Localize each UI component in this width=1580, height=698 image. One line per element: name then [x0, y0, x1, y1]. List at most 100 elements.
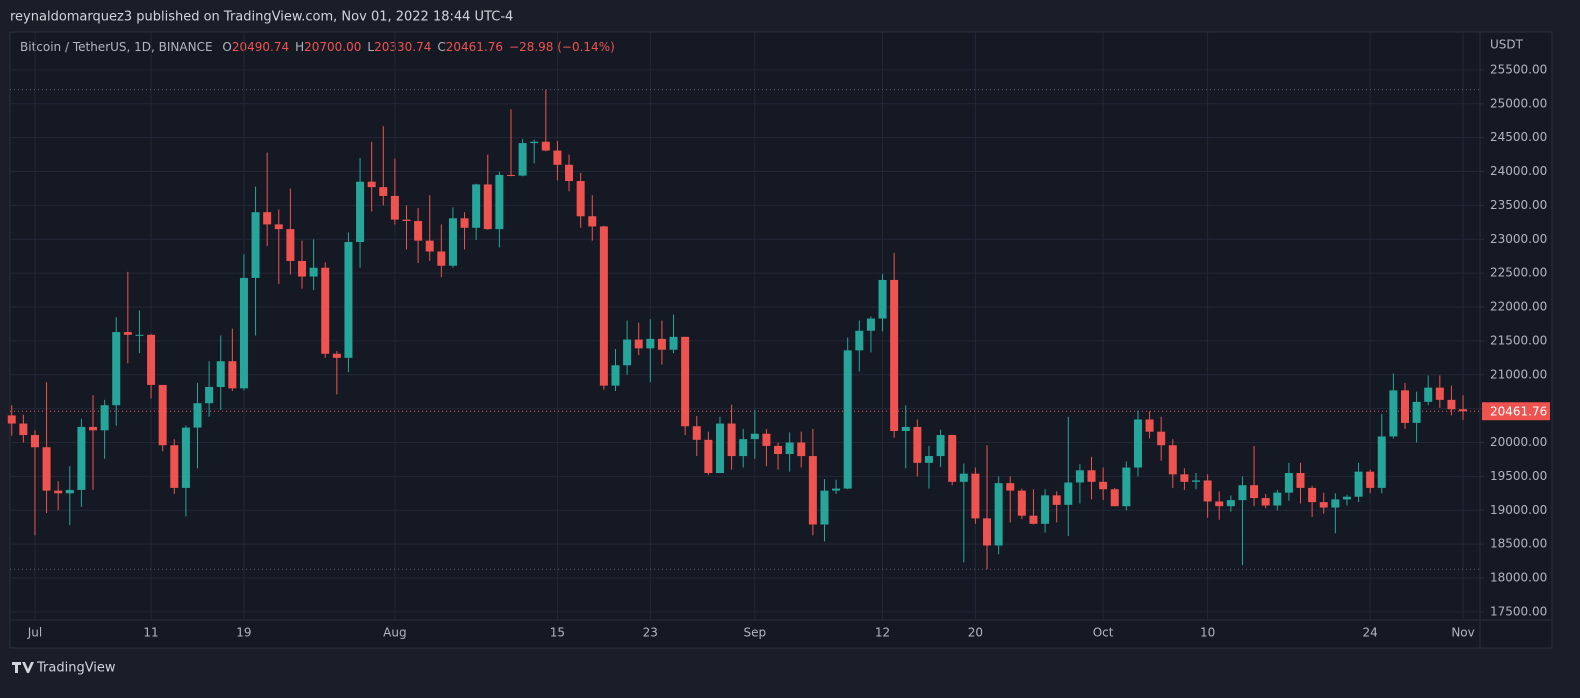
brand: TradingView: [36, 661, 116, 676]
candle-body: [414, 221, 423, 241]
x-tick-label: 10: [1200, 626, 1215, 640]
y-tick-label: 20000.00: [1490, 435, 1547, 449]
candle-body: [739, 439, 748, 457]
candle-body: [1133, 419, 1142, 468]
candle-body: [1052, 495, 1061, 505]
candle-body: [797, 442, 806, 457]
candle-body: [298, 260, 307, 277]
candle-body: [483, 184, 492, 230]
ohlc-value: 20700.00: [304, 40, 361, 54]
candle-body: [762, 433, 771, 446]
y-tick-label: 24500.00: [1490, 130, 1547, 144]
candle-body: [7, 415, 16, 424]
candle-body: [19, 423, 28, 436]
candle-body: [147, 334, 156, 385]
candle-body: [495, 174, 504, 230]
candle-body: [263, 212, 272, 225]
candle-body: [1389, 390, 1398, 437]
x-tick-label: 24: [1363, 626, 1378, 640]
candle-body: [669, 336, 678, 350]
candle-body: [1041, 495, 1050, 524]
candle-body: [1029, 515, 1038, 524]
candle-body: [1215, 501, 1224, 507]
candle-body: [832, 488, 841, 491]
footer-logo: TradingView: [12, 661, 116, 676]
candle-body: [170, 445, 179, 488]
candle-body: [1377, 436, 1386, 488]
candle-body: [205, 386, 214, 404]
ohlc-letter: C: [437, 40, 445, 54]
candle-body: [1412, 401, 1421, 423]
plot: [7, 32, 1480, 620]
chart-pane: [9, 31, 1553, 649]
candle-body: [541, 141, 550, 151]
y-tick-label: 21500.00: [1490, 333, 1547, 347]
candle-body: [599, 226, 608, 386]
y-tick-label: 19500.00: [1490, 469, 1547, 483]
candle-body: [1064, 482, 1073, 505]
candle-body: [1435, 387, 1444, 400]
candle-body: [785, 442, 794, 455]
candle-body: [77, 426, 86, 490]
y-tick-label: 24000.00: [1490, 164, 1547, 178]
candle-body: [1261, 498, 1270, 506]
candle-body: [228, 361, 237, 389]
y-tick-label: 23500.00: [1490, 198, 1547, 212]
candle-body: [704, 439, 713, 473]
candle-body: [100, 405, 109, 431]
candle-body: [1308, 487, 1317, 503]
ohlc-letter: O: [222, 40, 231, 54]
y-tick-label: 17500.00: [1490, 604, 1547, 618]
candle-body: [112, 332, 121, 406]
candle-body: [1424, 387, 1433, 402]
ohlc-letter: H: [295, 40, 304, 54]
candle-body: [181, 427, 190, 488]
candle-body: [158, 384, 167, 446]
candle-body: [1331, 499, 1340, 508]
candle-body: [1203, 480, 1212, 502]
x-tick-label: Oct: [1093, 626, 1114, 640]
candle-body: [820, 490, 829, 525]
candle-body: [344, 242, 353, 358]
candle-body: [379, 187, 388, 196]
candle-body: [1087, 470, 1096, 482]
candle-body: [367, 181, 376, 188]
candle-body: [1075, 470, 1084, 483]
y-tick-label: 22000.00: [1490, 300, 1547, 314]
candle-body: [1122, 467, 1131, 507]
publish-info: reynaldomarquez3 published on TradingVie…: [10, 10, 513, 25]
candle-body: [1238, 485, 1247, 501]
candle-body: [506, 174, 515, 176]
change: −28.98 (−0.14%): [509, 40, 615, 54]
ohlc-value: 20330.74: [374, 40, 431, 54]
candle-body: [878, 279, 887, 319]
candle-body: [216, 361, 225, 387]
candle-body: [611, 365, 620, 386]
candle-body: [239, 277, 248, 389]
candle-body: [1157, 431, 1166, 446]
x-tick-label: Sep: [743, 626, 766, 640]
x-tick-label: 12: [875, 626, 890, 640]
x-tick-label: 23: [643, 626, 658, 640]
ohlc-value: 20490.74: [232, 40, 289, 54]
candle-body: [971, 473, 980, 519]
last-price-tag: [1482, 402, 1550, 421]
candle-body: [1226, 500, 1235, 507]
candle-body: [390, 195, 399, 220]
candle-body: [1354, 471, 1363, 497]
y-tick-label: 18500.00: [1490, 537, 1547, 551]
logo-mark: [12, 662, 34, 673]
y-tick-label: 25500.00: [1490, 62, 1547, 76]
candle-body: [994, 483, 1003, 546]
y-tick-label: 25000.00: [1490, 96, 1547, 110]
candle-body: [1192, 480, 1201, 482]
candle-body: [774, 445, 783, 455]
candle-body: [1284, 473, 1293, 493]
last-price-label: 20461.76: [1490, 405, 1547, 419]
candle-body: [983, 518, 992, 546]
x-tick-label: 19: [236, 626, 251, 640]
symbol: Bitcoin / TetherUS, 1D, BINANCE: [20, 40, 213, 54]
candle-body: [1366, 471, 1375, 488]
candle-body: [530, 141, 539, 144]
